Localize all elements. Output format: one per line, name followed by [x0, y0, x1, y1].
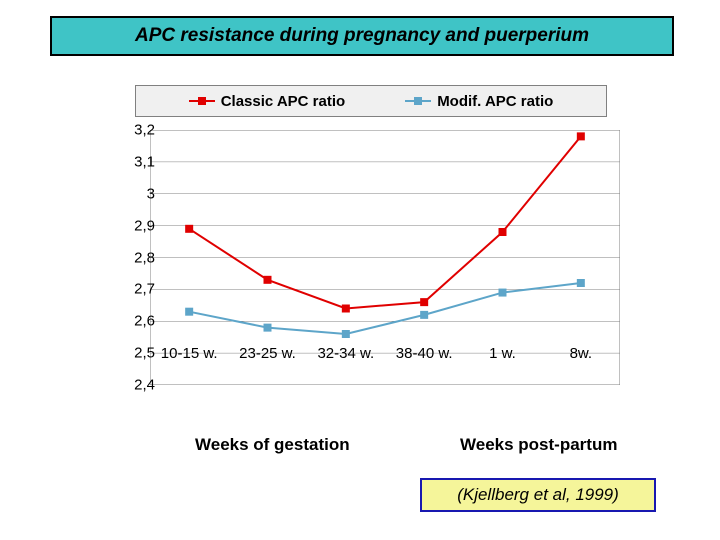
legend-item-series1: Classic APC ratio [189, 93, 346, 110]
legend-marker-series1 [198, 97, 206, 105]
y-tick-label: 2,6 [115, 313, 155, 330]
legend-item-series2: Modif. APC ratio [405, 93, 553, 110]
x-tick-label: 8w. [546, 345, 616, 362]
citation-text: (Kjellberg et al, 1999) [457, 485, 619, 505]
x-tick-label: 10-15 w. [154, 345, 224, 362]
y-tick-label: 3 [115, 185, 155, 202]
legend-line-series2 [405, 100, 431, 102]
legend-marker-series2 [414, 97, 422, 105]
y-tick-label: 3,2 [115, 122, 155, 139]
x-tick-label: 32-34 w. [311, 345, 381, 362]
x-tick-label: 1 w. [468, 345, 538, 362]
x-tick-label: 23-25 w. [233, 345, 303, 362]
x-tick-label: 38-40 w. [389, 345, 459, 362]
y-tick-label: 2,4 [115, 377, 155, 394]
y-tick-label: 2,9 [115, 217, 155, 234]
y-tick-label: 2,5 [115, 345, 155, 362]
legend: Classic APC ratio Modif. APC ratio [135, 85, 607, 117]
chart-title: APC resistance during pregnancy and puer… [135, 25, 589, 47]
legend-label-series2: Modif. APC ratio [437, 93, 553, 110]
y-tick-label: 2,8 [115, 249, 155, 266]
chart-area: Classic APC ratio Modif. APC ratio 3,2 3,… [95, 85, 635, 415]
legend-label-series1: Classic APC ratio [221, 93, 346, 110]
y-tick-label: 3,1 [115, 153, 155, 170]
x-axis-label-gestation: Weeks of gestation [195, 435, 350, 455]
title-box: APC resistance during pregnancy and puer… [50, 16, 674, 56]
x-axis-label-postpartum: Weeks post-partum [460, 435, 617, 455]
citation-box: (Kjellberg et al, 1999) [420, 478, 656, 512]
legend-line-series1 [189, 100, 215, 102]
y-tick-label: 2,7 [115, 281, 155, 298]
